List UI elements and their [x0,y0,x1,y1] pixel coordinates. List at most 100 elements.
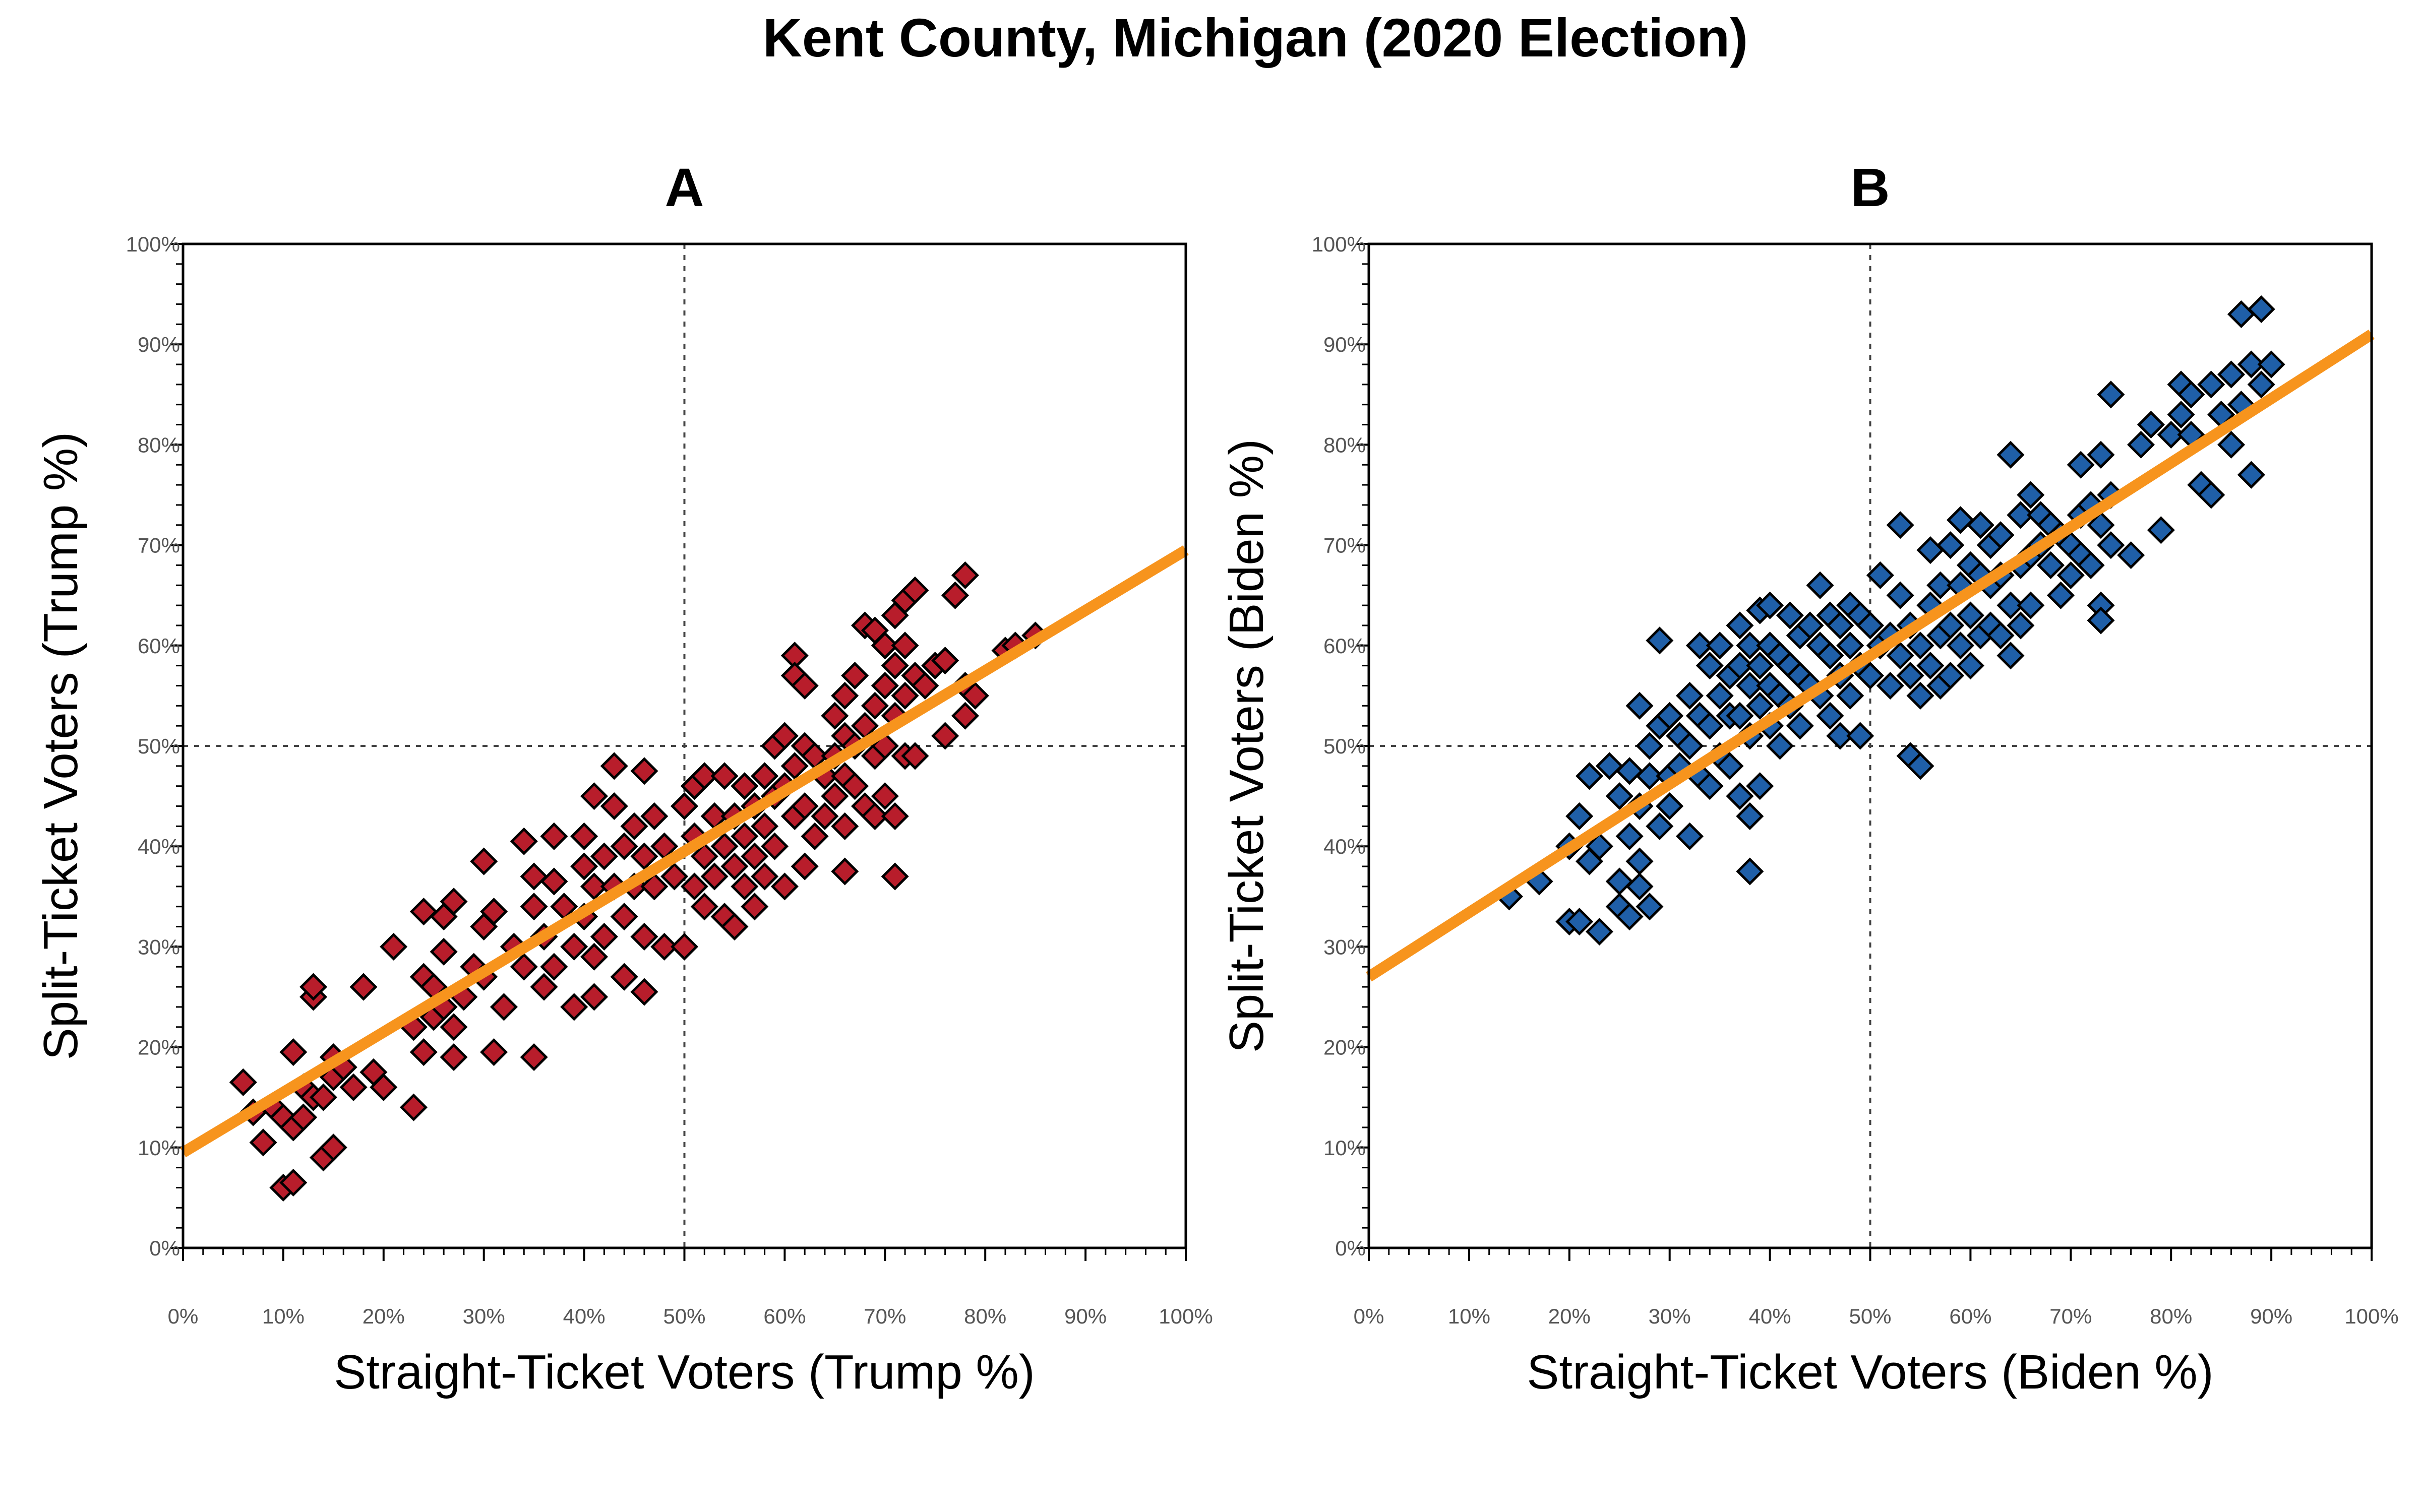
data-point [951,561,979,589]
data-point [1615,757,1644,785]
data-point [801,822,829,850]
y-tick-label: 30% [1323,935,1366,959]
data-point [630,842,658,870]
data-point [1605,782,1634,810]
x-tick-label: 30% [463,1304,505,1328]
data-point [861,802,889,830]
data-point [1736,802,1764,830]
trend-line [1366,330,2375,982]
data-point [1675,681,1704,710]
data-point [2137,411,2165,439]
data-point [1746,652,1774,680]
data-point [1656,702,1684,730]
data-point [1595,752,1623,780]
data-point [600,752,628,780]
data-point [770,722,799,750]
data-point [289,1103,318,1131]
plot-frame [182,242,1187,1249]
data-point [1937,662,1965,690]
data-point [1636,732,1664,760]
data-point [520,893,548,921]
data-point [580,872,609,901]
data-point [1986,521,2015,549]
data-point [600,792,628,821]
data-point [791,792,819,821]
y-tick-label: 40% [138,835,180,858]
data-point [1866,561,1894,589]
data-point [751,812,779,840]
data-point [1706,681,1734,710]
data-point [2247,370,2275,399]
x-tick-label: 60% [763,1304,806,1328]
x-tick-label: 100% [1159,1304,1213,1328]
y-tick-label: 80% [1323,433,1366,457]
data-point [1646,626,1674,655]
data-point [1906,632,1934,660]
data-point [1736,857,1764,886]
data-point [2197,370,2225,399]
data-point [670,792,699,821]
data-point [931,647,959,675]
data-point [1716,752,1744,780]
data-point [279,1168,308,1197]
data-point [2147,516,2175,544]
data-point [650,932,679,961]
data-point [821,782,849,810]
y-tick-label: 70% [1323,534,1366,557]
data-point [1966,511,1994,539]
data-point [2127,430,2155,459]
data-point [470,847,498,875]
data-point [1986,621,2015,650]
data-point [430,937,458,966]
data-point [540,867,568,896]
data-point [2087,440,2115,469]
data-point [660,862,689,891]
data-point [1946,632,1975,660]
data-point [2067,451,2095,479]
data-point [279,1038,308,1066]
data-point [891,632,919,660]
x-tick-label: 50% [1849,1304,1891,1328]
data-point [2237,350,2265,379]
data-point [741,893,769,921]
data-point [731,772,759,800]
data-point [710,832,739,860]
y-axis-label: Split-Ticket Voters (Trump %) [34,432,88,1060]
x-tick-label: 90% [1064,1304,1107,1328]
x-tick-label: 40% [1749,1304,1791,1328]
y-tick-label: 90% [138,333,180,356]
data-point [791,671,819,700]
data-point [540,822,568,850]
data-point [901,742,929,770]
data-point [1856,611,1885,640]
data-point [2036,551,2065,579]
x-tick-label: 80% [2150,1304,2192,1328]
y-axis-label: Split-Ticket Voters (Biden %) [1220,439,1274,1053]
data-point [1876,671,1904,700]
panel-title: B [1851,157,1890,218]
data-point [2257,350,2285,379]
data-point [891,681,919,710]
data-point [1636,893,1664,921]
data-point [1565,802,1594,830]
data-point [2017,481,2045,509]
data-point [620,812,648,840]
data-point [2217,360,2246,389]
data-point [1736,632,1764,660]
data-point [1816,642,1844,670]
y-tick-label: 20% [1323,1036,1366,1059]
data-point [630,978,658,1006]
data-point [1886,581,1914,609]
data-point [590,922,618,951]
data-point [2157,420,2185,449]
data-point [610,963,638,991]
data-point [1625,691,1654,720]
x-tick-label: 20% [1548,1304,1591,1328]
data-point [510,953,538,981]
x-tick-label: 50% [663,1304,705,1328]
data-point [1706,632,1734,660]
data-point [811,802,839,830]
x-tick-label: 0% [1354,1304,1384,1328]
data-point [490,993,518,1021]
data-point [1736,671,1764,700]
